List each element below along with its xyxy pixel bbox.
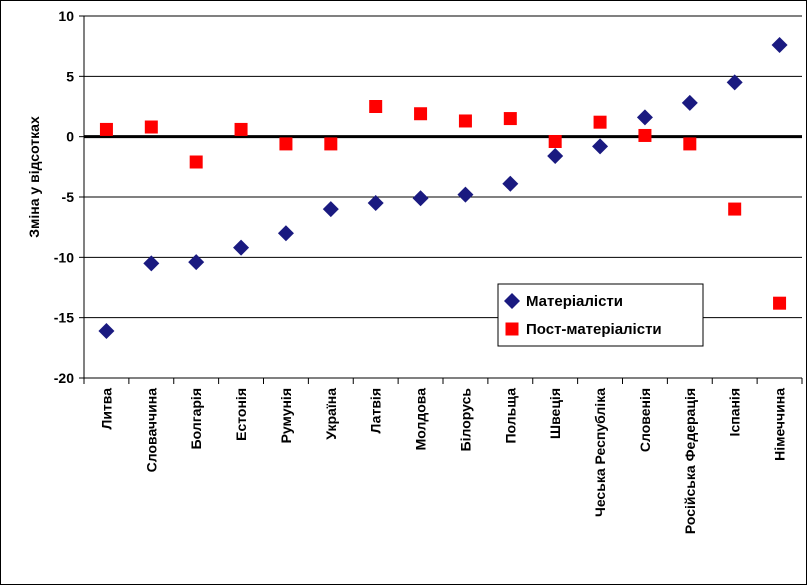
y-tick-labels: -20 -15 -10 -5 0 5 10 [54, 8, 74, 386]
point-diamond [771, 36, 788, 53]
point-diamond [98, 322, 115, 339]
x-tick-label: Білорусь [457, 388, 473, 452]
x-tick-label: Словенія [637, 388, 653, 452]
x-tick-label: Молдова [413, 388, 429, 451]
point-diamond [233, 239, 250, 256]
point-diamond [726, 74, 743, 91]
x-tick-label: Україна [323, 388, 339, 440]
point-diamond [143, 255, 160, 272]
x-tick-label: Чеська Республіка [592, 388, 608, 517]
series-materialists [98, 36, 788, 339]
point-diamond [367, 195, 384, 212]
y-tick-label: -5 [62, 189, 75, 205]
point-square [458, 114, 472, 128]
point-square [234, 122, 248, 136]
x-tick-label: Словаччина [143, 388, 159, 473]
point-square [144, 120, 158, 134]
point-diamond [277, 225, 294, 242]
point-square [638, 128, 652, 142]
x-tick-label: Естонія [233, 388, 249, 441]
point-square [414, 107, 428, 121]
y-tick-label: -10 [54, 249, 74, 265]
x-tick-label: Болгарія [188, 388, 204, 449]
series-post-materialists [99, 100, 787, 310]
x-tick-label: Польща [502, 388, 518, 444]
legend: Матеріалісти Пост-матеріалісти [497, 283, 704, 347]
data-marks [98, 36, 788, 339]
point-square [503, 112, 517, 126]
x-tick-label: Німеччина [772, 388, 788, 461]
point-diamond [188, 254, 205, 271]
y-tick-label: -15 [54, 310, 74, 326]
point-square [279, 137, 293, 151]
point-square [369, 100, 383, 113]
point-square [189, 155, 203, 169]
point-square [99, 122, 113, 136]
point-diamond [547, 147, 564, 164]
x-tick-label: Латвія [368, 388, 384, 433]
x-tick-label: Румунія [278, 388, 294, 443]
point-diamond [322, 201, 339, 218]
legend-diamond-icon [504, 293, 520, 309]
x-tick-label: Швеція [547, 388, 563, 439]
axes [79, 15, 803, 384]
x-tick-labels: Литва Словаччина Болгарія Естонія Румунія Укр… [98, 388, 787, 535]
point-square [548, 134, 562, 148]
y-tick-label: 0 [66, 129, 74, 145]
point-diamond [457, 186, 474, 203]
point-diamond [592, 138, 609, 155]
legend-square-icon [505, 322, 519, 336]
point-diamond [412, 190, 429, 207]
y-axis-title: Зміна у відсотках [26, 116, 42, 238]
point-square [324, 137, 338, 151]
point-diamond [636, 109, 653, 126]
legend-label: Матеріалісти [526, 293, 623, 310]
y-tick-label: -20 [54, 370, 74, 386]
x-tick-label: Російська Федерація [682, 388, 698, 534]
x-tick-label: Іспанія [727, 388, 743, 436]
x-tick-label: Литва [98, 388, 114, 430]
y-tick-label: 5 [66, 68, 74, 84]
point-square [773, 296, 787, 310]
point-diamond [502, 175, 519, 192]
point-square [728, 202, 742, 216]
legend-label: Пост-матеріалісти [526, 321, 662, 338]
point-square [593, 115, 607, 129]
y-tick-label: 10 [58, 8, 74, 24]
legend-box [497, 283, 704, 347]
point-square [683, 137, 697, 151]
point-diamond [681, 94, 698, 111]
